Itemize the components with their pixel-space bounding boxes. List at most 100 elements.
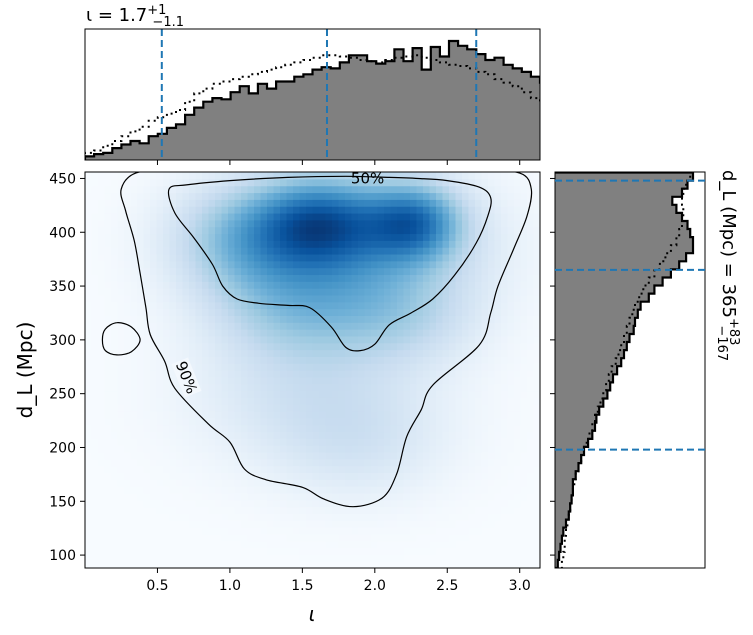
- heatmap-cell: [137, 458, 145, 467]
- heatmap-cell: [410, 247, 418, 255]
- heatmap-cell: [403, 547, 411, 555]
- heatmap-cell: [228, 561, 236, 568]
- heatmap-cell: [299, 527, 307, 535]
- heatmap-cell: [202, 438, 210, 446]
- heatmap-cell: [377, 274, 385, 282]
- heatmap-cell: [494, 226, 502, 235]
- heatmap-cell: [293, 206, 301, 214]
- heatmap-cell: [98, 547, 106, 555]
- right-marginal-histogram: d_L (Mpc) = 365+83−167: [550, 170, 741, 569]
- heatmap-cell: [462, 219, 470, 228]
- heatmap-cell: [338, 561, 346, 568]
- heatmap-cell: [163, 492, 171, 501]
- heatmap-cell: [234, 226, 242, 235]
- heatmap-cell: [293, 267, 301, 276]
- heatmap-cell: [273, 274, 281, 282]
- heatmap-cell: [501, 199, 509, 207]
- heatmap-cell: [390, 472, 398, 480]
- heatmap-cell: [143, 219, 151, 228]
- heatmap-cell: [208, 315, 216, 323]
- heatmap-cell: [280, 465, 288, 474]
- heatmap-cell: [273, 410, 281, 419]
- heatmap-cell: [338, 458, 346, 467]
- heatmap-cell: [117, 356, 125, 364]
- heatmap-cell: [358, 533, 366, 542]
- heatmap-cell: [455, 438, 463, 446]
- heatmap-cell: [481, 506, 489, 514]
- heatmap-cell: [507, 329, 515, 337]
- heatmap-cell: [475, 499, 483, 508]
- heatmap-cell: [163, 185, 171, 194]
- heatmap-cell: [468, 410, 476, 419]
- heatmap-cell: [150, 499, 158, 508]
- heatmap-cell: [182, 308, 190, 316]
- heatmap-cell: [98, 458, 106, 467]
- heatmap-cell: [507, 451, 515, 460]
- heatmap-cell: [254, 356, 262, 364]
- heatmap-cell: [306, 233, 314, 241]
- heatmap-cell: [312, 486, 320, 494]
- heatmap-cell: [423, 322, 431, 330]
- heatmap-cell: [371, 424, 379, 433]
- heatmap-cell: [91, 335, 99, 344]
- heatmap-cell: [351, 322, 359, 330]
- heatmap-cell: [345, 185, 353, 194]
- y-tick-label: 400: [49, 225, 76, 241]
- heatmap-cell: [416, 527, 424, 535]
- heatmap-cell: [306, 335, 314, 344]
- heatmap-cell: [98, 445, 106, 453]
- heatmap-cell: [117, 267, 125, 276]
- heatmap-cell: [338, 260, 346, 269]
- heatmap-cell: [306, 301, 314, 310]
- heatmap-cell: [468, 458, 476, 467]
- heatmap-cell: [351, 212, 359, 221]
- heatmap-cell: [436, 322, 444, 330]
- heatmap-cell: [481, 315, 489, 323]
- heatmap-cell: [234, 547, 242, 555]
- heatmap-cell: [111, 335, 119, 344]
- heatmap-cell: [501, 417, 509, 426]
- heatmap-cell: [215, 561, 223, 568]
- heatmap-cell: [533, 486, 540, 494]
- heatmap-cell: [494, 451, 502, 460]
- heatmap-cell: [176, 172, 184, 180]
- heatmap-cell: [468, 192, 476, 200]
- heatmap-cell: [247, 547, 255, 555]
- heatmap-cell: [410, 554, 418, 562]
- heatmap-cell: [85, 397, 93, 405]
- heatmap-cell: [91, 267, 99, 276]
- heatmap-cell: [494, 294, 502, 303]
- heatmap-cell: [377, 533, 385, 542]
- heatmap-cell: [436, 233, 444, 241]
- heatmap-cell: [319, 479, 327, 487]
- heatmap-cell: [267, 253, 275, 262]
- heatmap-cell: [117, 363, 125, 371]
- heatmap-cell: [345, 527, 353, 535]
- heatmap-cell: [98, 561, 106, 568]
- heatmap-cell: [345, 260, 353, 269]
- heatmap-cell: [91, 288, 99, 296]
- heatmap-cell: [507, 438, 515, 446]
- heatmap-cell: [325, 281, 333, 289]
- heatmap-cell: [208, 561, 216, 568]
- heatmap-cell: [189, 417, 197, 426]
- heatmap-cell: [527, 472, 535, 480]
- heatmap-cell: [280, 192, 288, 200]
- heatmap-cell: [390, 547, 398, 555]
- heatmap-cell: [436, 486, 444, 494]
- heatmap-cell: [416, 301, 424, 310]
- heatmap-cell: [169, 274, 177, 282]
- heatmap-cell: [410, 417, 418, 426]
- heatmap-cell: [364, 383, 372, 392]
- heatmap-cell: [111, 199, 119, 207]
- heatmap-cell: [364, 547, 372, 555]
- heatmap-cell: [293, 219, 301, 228]
- heatmap-cell: [429, 540, 437, 549]
- heatmap-cell: [150, 424, 158, 433]
- heatmap-cell: [436, 438, 444, 446]
- heatmap-cell: [273, 492, 281, 501]
- heatmap-cell: [85, 172, 93, 180]
- heatmap-cell: [150, 206, 158, 214]
- heatmap-cell: [358, 212, 366, 221]
- heatmap-cell: [299, 294, 307, 303]
